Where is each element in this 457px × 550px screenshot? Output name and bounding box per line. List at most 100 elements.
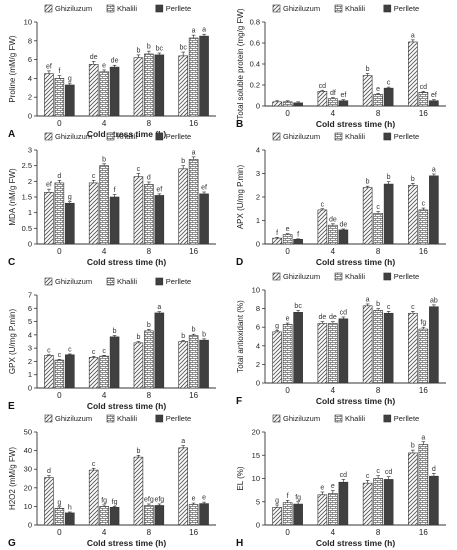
significance-letter: c xyxy=(422,201,426,208)
bar xyxy=(293,503,303,526)
legend-swatch xyxy=(272,4,281,13)
bar xyxy=(133,176,144,245)
significance-letter: fg xyxy=(112,499,118,506)
significance-letter: g xyxy=(57,499,61,506)
bar xyxy=(418,328,429,384)
bar xyxy=(188,159,199,245)
bar xyxy=(429,475,439,526)
bar xyxy=(383,312,394,384)
bar xyxy=(154,54,165,117)
bar xyxy=(199,503,209,526)
significance-letter: h xyxy=(68,504,72,511)
y-axis-label: MDA (nM/g FW) xyxy=(8,168,17,226)
bar xyxy=(188,37,199,117)
significance-letter: b xyxy=(113,328,117,335)
significance-letter: fg xyxy=(101,497,107,504)
y-tick-label: 6 xyxy=(28,55,32,64)
y-tick-label: 6 xyxy=(28,304,32,313)
significance-letter: a xyxy=(432,166,436,173)
significance-letter: b xyxy=(192,327,196,334)
significance-letter: bc xyxy=(156,46,164,53)
bar xyxy=(282,324,293,384)
bar xyxy=(282,502,293,526)
y-tick-label: 2 xyxy=(28,177,32,186)
significance-letter: c xyxy=(387,304,391,311)
legend-label: Ghiziluzum xyxy=(283,272,320,281)
bar xyxy=(65,354,75,389)
bar xyxy=(373,213,383,245)
bar xyxy=(272,101,282,107)
significance-letter: b xyxy=(387,174,391,181)
significance-letter: b xyxy=(411,443,415,450)
significance-letter: b xyxy=(202,331,206,338)
bar xyxy=(383,479,394,526)
bar xyxy=(54,78,65,117)
x-tick-label: 0 xyxy=(285,528,290,537)
bar xyxy=(373,94,383,107)
y-tick-label: 0.4 xyxy=(250,60,260,69)
bar xyxy=(109,336,120,389)
panel-letter: G xyxy=(8,538,16,549)
y-tick-label: 0 xyxy=(256,240,260,249)
panel-letter: H xyxy=(236,538,243,549)
bar xyxy=(272,331,282,384)
x-tick-label: 4 xyxy=(331,528,336,537)
legend-swatch xyxy=(272,414,281,423)
significance-letter: b xyxy=(147,322,151,329)
y-tick-label: 1.5 xyxy=(22,193,32,202)
x-tick-label: 16 xyxy=(189,528,198,537)
y-tick-label: 2.5 xyxy=(22,161,32,170)
legend-label: Ghiziluzum xyxy=(55,132,92,141)
x-tick-label: 16 xyxy=(189,247,198,256)
significance-letter: c xyxy=(411,304,415,311)
significance-letter: a xyxy=(181,438,185,445)
y-tick-label: 0.2 xyxy=(250,81,260,90)
y-tick-label: 0 xyxy=(28,112,32,121)
significance-letter: de xyxy=(339,221,347,228)
x-tick-label: 4 xyxy=(102,247,107,256)
legend-label: Ghiziluzum xyxy=(283,414,320,423)
x-tick-label: 4 xyxy=(102,391,107,400)
y-tick-label: 2 xyxy=(28,357,32,366)
x-tick-label: 4 xyxy=(102,119,107,128)
bar xyxy=(99,71,109,117)
y-tick-label: 1 xyxy=(28,208,32,217)
legend-swatch xyxy=(155,277,164,286)
panel-letter: A xyxy=(8,129,15,140)
significance-letter: c xyxy=(376,204,380,211)
y-tick-label: 15 xyxy=(252,451,260,460)
legend-label: Perllete xyxy=(394,4,419,13)
bar xyxy=(133,456,144,526)
bar xyxy=(199,35,209,117)
bar xyxy=(109,66,120,117)
significance-letter: e xyxy=(376,86,380,93)
x-tick-label: 0 xyxy=(285,247,290,256)
legend-swatch xyxy=(383,4,392,13)
bar xyxy=(293,102,303,107)
significance-letter: cd xyxy=(340,309,348,316)
y-tick-label: 50 xyxy=(24,428,32,437)
bar xyxy=(199,193,209,245)
bar xyxy=(133,57,144,117)
y-tick-label: 8 xyxy=(256,304,260,313)
x-tick-label: 4 xyxy=(102,528,107,537)
bar xyxy=(383,183,394,245)
y-tick-label: 0 xyxy=(28,240,32,249)
legend-label: Khalili xyxy=(117,132,137,141)
legend-swatch xyxy=(106,414,115,423)
bar xyxy=(418,92,429,107)
x-tick-label: 0 xyxy=(57,391,62,400)
y-tick-label: 10 xyxy=(252,286,260,295)
bar xyxy=(373,310,383,384)
bar xyxy=(418,209,429,245)
bar xyxy=(65,512,75,526)
y-axis-label: GPX (U/mg P.min) xyxy=(8,309,17,375)
panel-letter: B xyxy=(236,119,243,130)
bar xyxy=(408,312,418,384)
legend-swatch xyxy=(44,4,53,13)
significance-letter: c xyxy=(58,352,62,359)
bar xyxy=(144,330,154,389)
